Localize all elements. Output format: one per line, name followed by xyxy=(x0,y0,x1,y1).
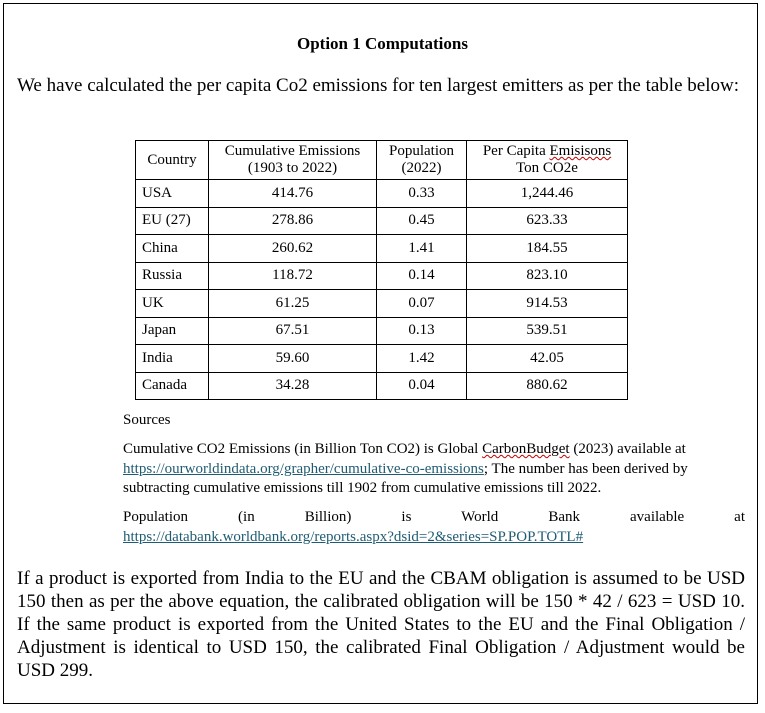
cell-cumulative: 61.25 xyxy=(208,289,377,318)
cell-country: China xyxy=(135,234,209,263)
cell-per-capita: 539.51 xyxy=(466,316,628,345)
conclusion-paragraph: If a product is exported from India to t… xyxy=(17,568,745,681)
cell-cumulative: 260.62 xyxy=(208,234,377,263)
cell-cumulative: 278.86 xyxy=(208,206,377,235)
cell-cumulative: 34.28 xyxy=(208,371,377,400)
table-row: Japan 67.51 0.13 539.51 xyxy=(135,316,628,345)
cell-population: 0.45 xyxy=(376,206,467,235)
cell-country: USA xyxy=(135,179,209,208)
cell-cumulative: 67.51 xyxy=(208,316,377,345)
table-row: USA 414.76 0.33 1,244.46 xyxy=(135,179,628,208)
intro-paragraph: We have calculated the per capita Co2 em… xyxy=(17,75,739,96)
source-population: Population (in Billion) is World Bank av… xyxy=(123,508,745,547)
table-row: Russia 118.72 0.14 823.10 xyxy=(135,261,628,290)
emissions-table: Country Cumulative Emissions (1903 to 202… xyxy=(135,140,628,400)
cell-population: 0.04 xyxy=(376,371,467,400)
cell-per-capita: 184.55 xyxy=(466,234,628,263)
source-cumulative-emissions: Cumulative CO2 Emissions (in Billion Ton… xyxy=(123,441,688,496)
ourworldindata-link[interactable]: https://ourworldindata.org/grapher/cumul… xyxy=(123,460,484,477)
header-country: Country xyxy=(135,140,209,180)
header-cumulative: Cumulative Emissions (1903 to 2022) xyxy=(208,140,377,180)
cell-per-capita: 42.05 xyxy=(466,344,628,373)
cell-population: 0.07 xyxy=(376,289,467,318)
table-row: UK 61.25 0.07 914.53 xyxy=(135,289,628,318)
cell-per-capita: 880.62 xyxy=(466,371,628,400)
cell-per-capita: 823.10 xyxy=(466,261,628,290)
table-row: India 59.60 1.42 42.05 xyxy=(135,344,628,373)
cell-per-capita: 623.33 xyxy=(466,206,628,235)
cell-per-capita: 1,244.46 xyxy=(466,179,628,208)
sources-heading: Sources xyxy=(123,412,171,428)
cell-country: Japan xyxy=(135,316,209,345)
header-population: Population (2022) xyxy=(376,140,467,180)
cell-population: 0.33 xyxy=(376,179,467,208)
cell-country: India xyxy=(135,344,209,373)
worldbank-link[interactable]: https://databank.worldbank.org/reports.a… xyxy=(123,528,584,545)
cell-country: Canada xyxy=(135,371,209,400)
table-header-row: Country Cumulative Emissions (1903 to 202… xyxy=(135,140,628,180)
cell-cumulative: 414.76 xyxy=(208,179,377,208)
cell-cumulative: 59.60 xyxy=(208,344,377,373)
cell-population: 1.42 xyxy=(376,344,467,373)
cell-per-capita: 914.53 xyxy=(466,289,628,318)
cell-country: Russia xyxy=(135,261,209,290)
table-row: Canada 34.28 0.04 880.62 xyxy=(135,371,628,400)
document-frame xyxy=(3,3,758,704)
table-row: China 260.62 1.41 184.55 xyxy=(135,234,628,263)
table-row: EU (27) 278.86 0.45 623.33 xyxy=(135,206,628,235)
cell-population: 1.41 xyxy=(376,234,467,263)
header-per-capita: Per Capita Emisisons Ton CO2e xyxy=(466,140,628,180)
cell-population: 0.14 xyxy=(376,261,467,290)
cell-country: EU (27) xyxy=(135,206,209,235)
cell-country: UK xyxy=(135,289,209,318)
cell-population: 0.13 xyxy=(376,316,467,345)
page-title: Option 1 Computations xyxy=(297,34,468,53)
cell-cumulative: 118.72 xyxy=(208,261,377,290)
